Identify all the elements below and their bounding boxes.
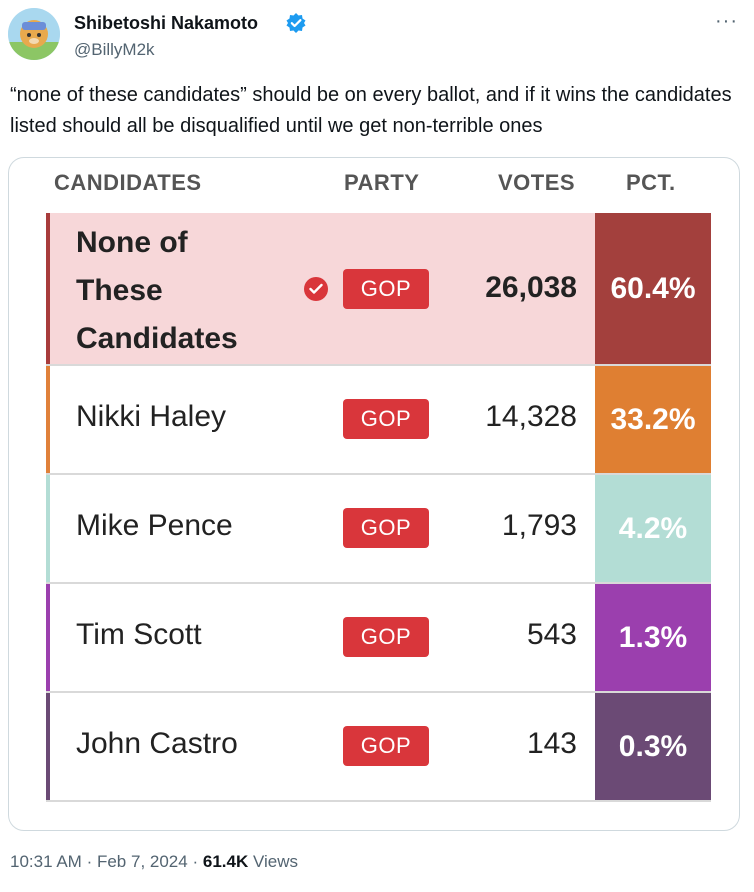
author-name[interactable]: Shibetoshi Nakamoto bbox=[74, 13, 259, 33]
row-accent bbox=[46, 584, 50, 691]
candidate-name: None of These Candidates bbox=[76, 219, 238, 363]
candidate-name: John Castro bbox=[76, 727, 238, 760]
row-accent bbox=[46, 366, 50, 473]
tweet-meta: 10:31 AM · Feb 7, 2024 · 61.4K Views bbox=[10, 852, 298, 872]
views-count[interactable]: 61.4K bbox=[202, 852, 249, 871]
more-horizontal-icon[interactable]: ··· bbox=[715, 10, 738, 32]
tweet-header: Shibetoshi Nakamoto @BillyM2k ··· bbox=[8, 8, 746, 68]
table-row: Mike Pence GOP 1,793 4.2% bbox=[46, 475, 711, 584]
vote-percent: 60.4% bbox=[595, 213, 711, 364]
candidate-name-line: These bbox=[76, 274, 163, 307]
candidate-name-line: None of bbox=[76, 226, 188, 259]
row-accent bbox=[46, 475, 50, 582]
winner-check-icon bbox=[304, 277, 328, 301]
row-accent bbox=[46, 213, 50, 364]
candidate-name: Tim Scott bbox=[76, 618, 202, 651]
vote-count: 1,793 bbox=[501, 509, 577, 542]
vote-count: 543 bbox=[526, 618, 577, 651]
vote-percent: 0.3% bbox=[595, 693, 711, 800]
candidate-name: Nikki Haley bbox=[76, 400, 227, 433]
verified-badge-icon bbox=[286, 13, 306, 33]
table-row: John Castro GOP 143 0.3% bbox=[46, 693, 711, 802]
table-row: None of These Candidates GOP 26,038 60.4… bbox=[46, 213, 711, 366]
party-badge: GOP bbox=[343, 399, 429, 439]
party-badge: GOP bbox=[343, 269, 429, 309]
party-badge: GOP bbox=[343, 617, 429, 657]
vote-percent: 1.3% bbox=[595, 584, 711, 691]
vote-count: 143 bbox=[526, 727, 577, 760]
separator: · bbox=[86, 852, 93, 871]
vote-percent: 4.2% bbox=[595, 475, 711, 582]
table-row: Nikki Haley GOP 14,328 33.2% bbox=[46, 366, 711, 475]
tweet-text: “none of these candidates” should be on … bbox=[10, 84, 732, 137]
separator: · bbox=[192, 852, 199, 871]
party-badge: GOP bbox=[343, 508, 429, 548]
candidate-name: Mike Pence bbox=[76, 509, 233, 542]
avatar[interactable] bbox=[8, 8, 60, 60]
table-row: Tim Scott GOP 543 1.3% bbox=[46, 584, 711, 693]
vote-count: 26,038 bbox=[485, 271, 577, 304]
header-candidates: CANDIDATES bbox=[54, 170, 202, 195]
results-table: None of These Candidates GOP 26,038 60.4… bbox=[46, 213, 711, 802]
author-handle[interactable]: @BillyM2k bbox=[74, 40, 155, 59]
party-badge: GOP bbox=[343, 726, 429, 766]
header-votes: VOTES bbox=[498, 170, 576, 195]
header-party: PARTY bbox=[344, 170, 420, 195]
vote-count: 14,328 bbox=[485, 400, 577, 433]
views-label: Views bbox=[252, 852, 299, 871]
vote-percent: 33.2% bbox=[595, 366, 711, 473]
tweet-date[interactable]: Feb 7, 2024 bbox=[96, 852, 188, 871]
candidate-name-line: Candidates bbox=[76, 322, 238, 355]
row-accent bbox=[46, 693, 50, 800]
header-pct: PCT. bbox=[626, 170, 676, 195]
tweet-time[interactable]: 10:31 AM bbox=[10, 852, 82, 871]
